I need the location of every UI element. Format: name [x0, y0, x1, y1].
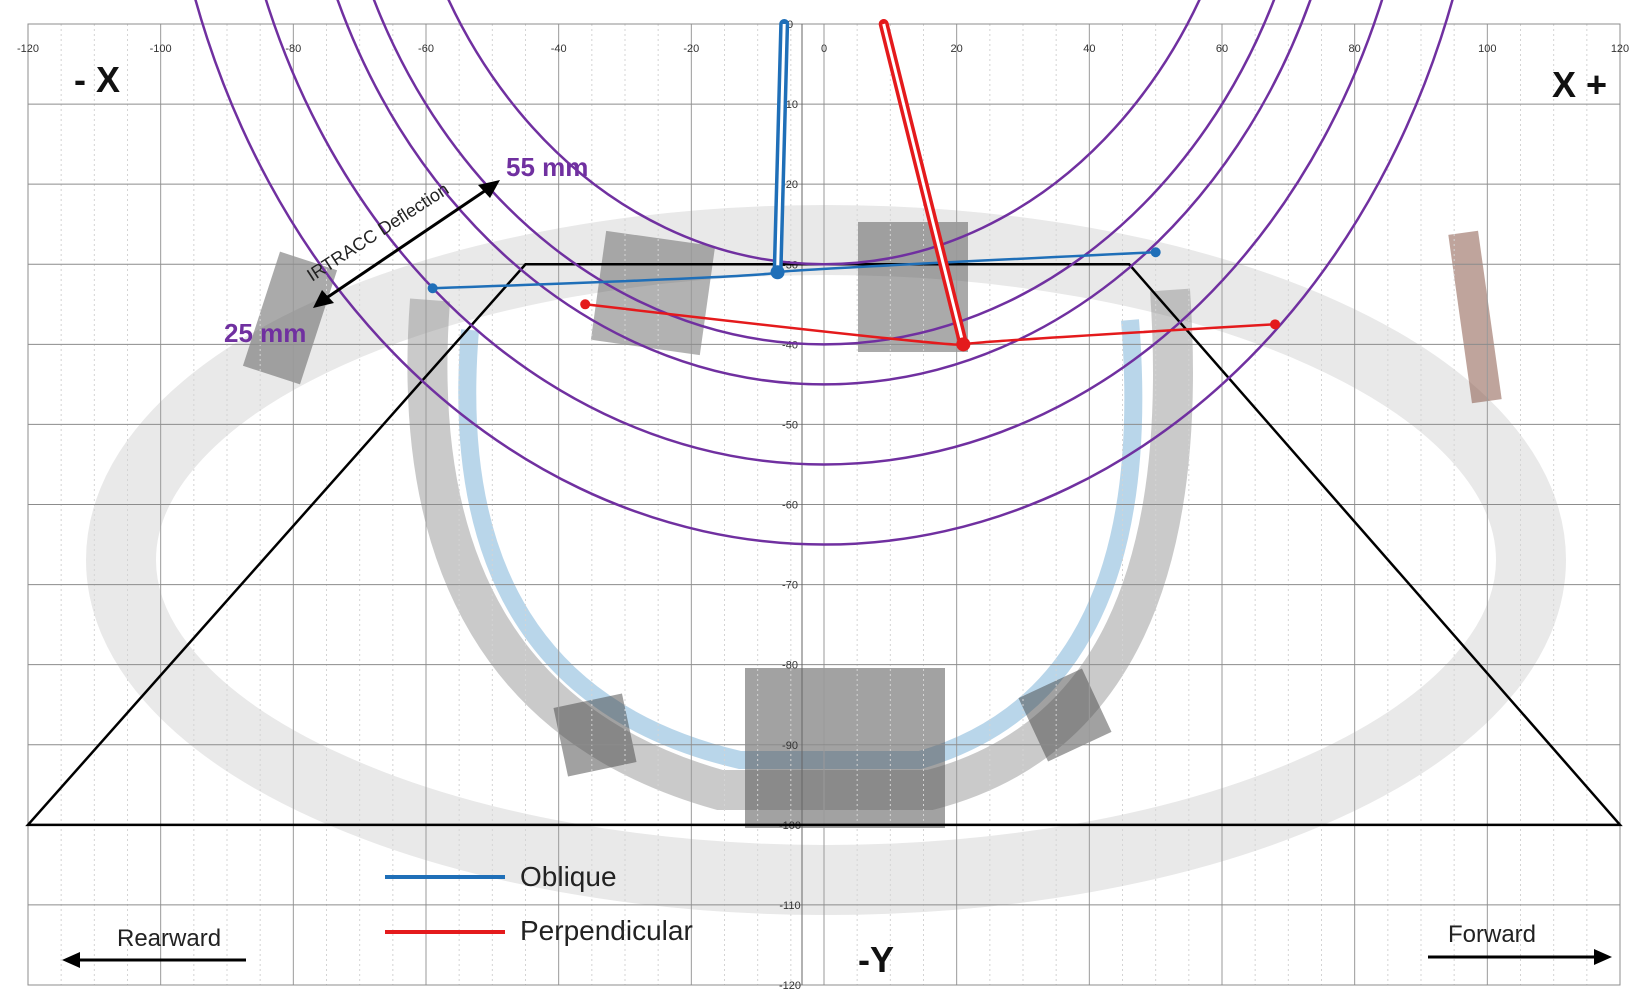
x-tick-label: 80: [1349, 43, 1361, 55]
pos-x-label: X +: [1552, 64, 1607, 105]
rearward-label: Rearward: [117, 925, 221, 952]
rearward-indicator: Rearward: [62, 925, 246, 968]
x-tick-labels: -120 -100 -80 -60 -40 -20 0 20 40 60 80 100 120: [17, 43, 1629, 55]
deflection-ring: [194, 0, 1454, 546]
plot-border: [27, 23, 1621, 986]
y-tick-label: -110: [779, 900, 800, 912]
y-tick-label: -70: [782, 580, 798, 592]
x-tick-label: 100: [1478, 43, 1496, 55]
y-tick-label: -60: [782, 500, 798, 512]
plate-right: [1448, 230, 1502, 404]
outer-ring-label: 55 mm: [506, 152, 588, 182]
deflection-ring: [336, 0, 1312, 386]
bracket-left: [590, 230, 716, 356]
y-tick-label: 0: [787, 19, 793, 31]
sensor-block: [745, 668, 945, 828]
y-tick-label: -90: [782, 740, 798, 752]
deflection-ring: [264, 0, 1384, 466]
oblique-point: [427, 283, 438, 294]
x-tick-label: 20: [951, 43, 963, 55]
neg-x-label: - X: [74, 59, 120, 100]
x-tick-label: -80: [285, 43, 301, 55]
x-tick-label: 0: [821, 43, 827, 55]
forward-label: Forward: [1448, 921, 1536, 948]
neg-y-label: -Y: [858, 939, 894, 980]
legend: Oblique Perpendicular: [385, 861, 693, 946]
x-tick-label: -40: [551, 43, 567, 55]
legend-label-oblique: Oblique: [520, 861, 617, 892]
legend-label-perpendicular: Perpendicular: [520, 915, 693, 946]
x-tick-label: 40: [1083, 43, 1095, 55]
forward-arrow-icon: [1594, 949, 1612, 965]
deflection-ring: [447, 0, 1201, 266]
perpendicular-point: [956, 337, 971, 352]
perpendicular-point: [580, 299, 591, 310]
y-tick-label: -50: [782, 419, 798, 431]
sensor-right: [1018, 668, 1112, 762]
y-tick-label: -80: [782, 660, 798, 672]
inner-ring-label: 25 mm: [224, 318, 306, 348]
x-tick-label: -120: [17, 43, 39, 55]
trapezoid-outline: [25, 263, 1623, 827]
perpendicular-point: [1270, 319, 1281, 330]
oblique-rod-core: [776, 23, 786, 273]
y-tick-label: -20: [782, 179, 798, 191]
x-tick-label: 120: [1611, 43, 1629, 55]
y-tick-labels: 0-10-20-30-40-50-60-70-80-90-100-110-120: [779, 19, 801, 992]
y-tick-label: -120: [779, 980, 801, 992]
data-series: [427, 19, 1281, 352]
band-outer: [86, 205, 1566, 915]
rib-band-illustration: [86, 205, 1566, 915]
y-tick-label: -40: [782, 339, 798, 351]
plate-left: [242, 251, 338, 385]
x-tick-label: -20: [683, 43, 699, 55]
x-tick-label: 60: [1216, 43, 1228, 55]
sensor-left: [553, 693, 637, 777]
x-tick-label: -100: [150, 43, 172, 55]
band-dark: [407, 288, 1193, 810]
perpendicular-rod-core: [882, 23, 965, 345]
deflection-rings: [194, 0, 1454, 546]
x-tick-label: -60: [418, 43, 434, 55]
forward-indicator: Forward: [1428, 921, 1612, 965]
trapezoid: [25, 263, 1623, 827]
oblique-point: [1150, 247, 1161, 258]
deflection-ring: [372, 0, 1276, 346]
oblique-point: [770, 265, 785, 280]
rearward-arrow-icon: [62, 952, 80, 968]
